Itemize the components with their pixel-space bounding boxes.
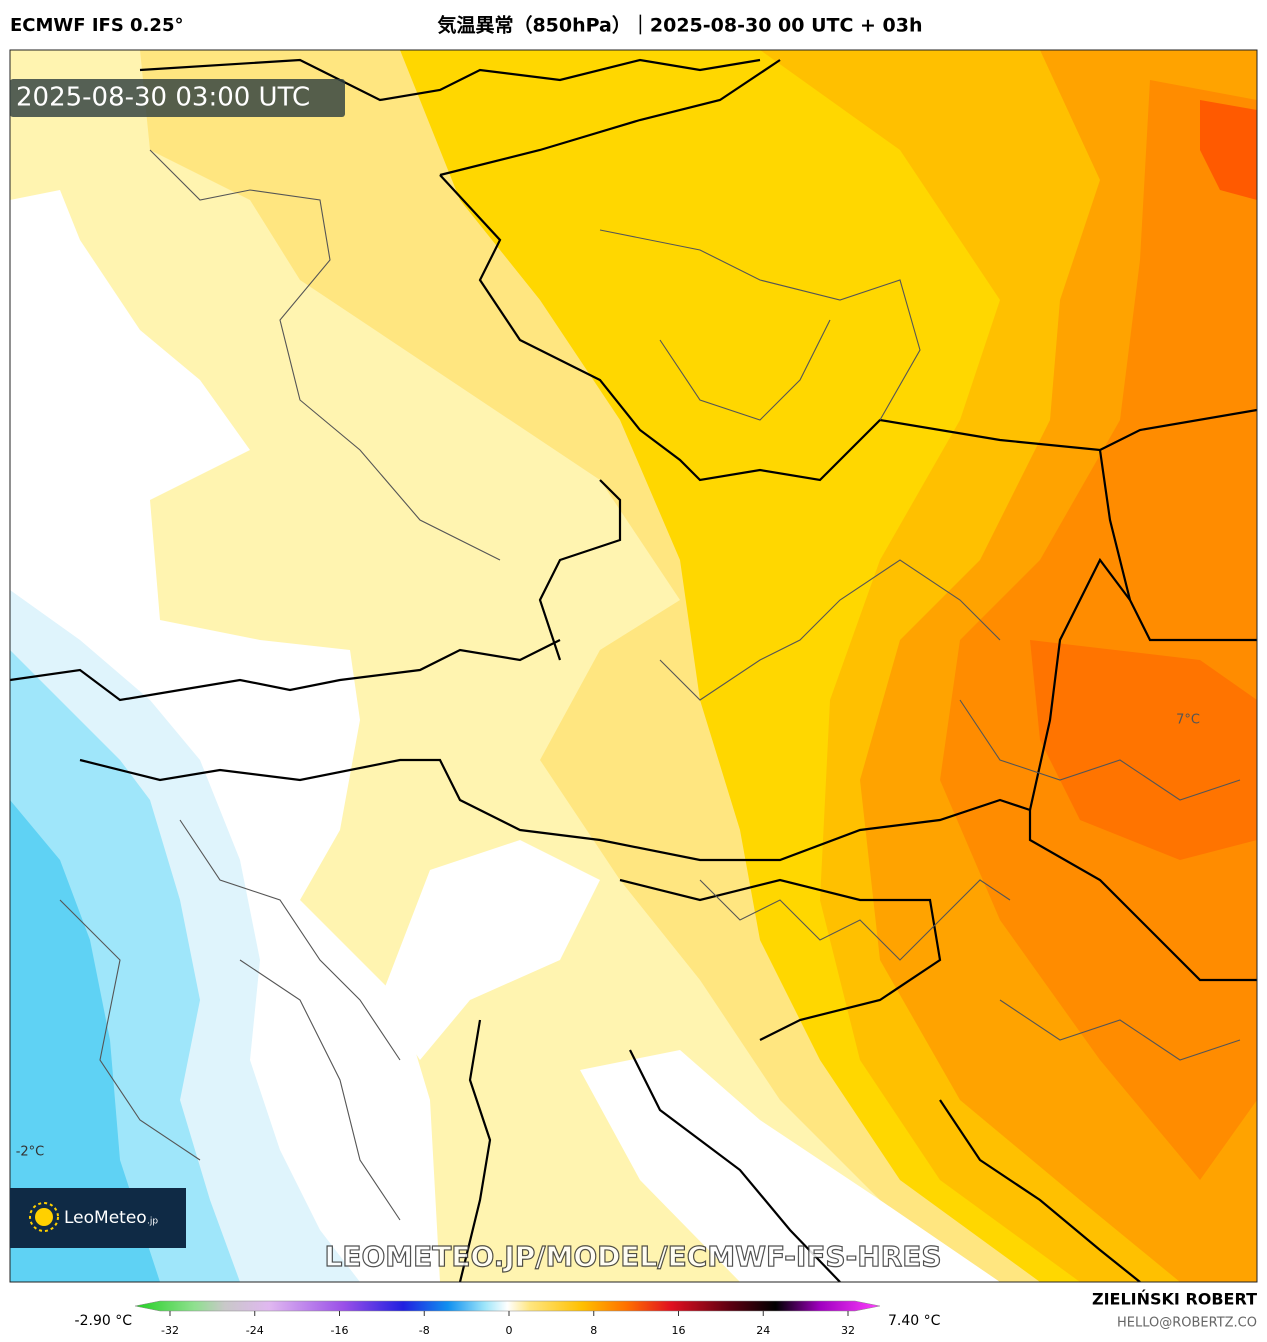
logo-sun xyxy=(35,1208,53,1226)
colorbar-ticks: -32 -24 -16 -8 0 8 16 24 32 xyxy=(161,1311,855,1337)
logo-suffix: .jp xyxy=(147,1217,158,1227)
author: ZIELIŃSKI ROBERT xyxy=(1092,1290,1257,1309)
colorbar xyxy=(134,1300,881,1312)
colorbar-tick-label: -16 xyxy=(331,1324,349,1337)
max-label: 7°C xyxy=(1176,713,1200,728)
peak-zone-north xyxy=(1200,100,1257,200)
map-title: 気温異常（850hPa）｜2025-08-30 00 UTC + 03h xyxy=(437,14,922,37)
colorbar-tick-label: 32 xyxy=(841,1324,855,1337)
colorbar-tick-label: -8 xyxy=(419,1324,430,1337)
colorbar-tick-label: 16 xyxy=(672,1324,686,1337)
very-hot-zone xyxy=(940,80,1257,1180)
min-label: -2°C xyxy=(16,1145,45,1160)
timestamp: 2025-08-30 03:00 UTC xyxy=(16,83,310,113)
colorbar-tick-label: 8 xyxy=(590,1324,597,1337)
colorbar-max: 7.40 °C xyxy=(888,1313,941,1329)
watermark: LEOMETEO.JP/MODEL/ECMWF-IFS-HRES xyxy=(324,1240,941,1273)
neutral-sea xyxy=(580,1050,1020,1282)
map-frame xyxy=(9,49,1258,1283)
timestamp-box xyxy=(10,79,345,117)
neutral-patch xyxy=(380,840,600,1060)
colorbar-tick-label: 0 xyxy=(506,1324,513,1337)
logo-name: LeoMeteo xyxy=(64,1208,147,1228)
colorbar-min: -2.90 °C xyxy=(75,1313,133,1329)
map: 7°C -2°C LEOMETEO.JP/MODEL/ECMWF-IFS-HRE… xyxy=(10,50,1257,1282)
email: HELLO@ROBERTZ.CO xyxy=(1117,1316,1257,1331)
region-borders xyxy=(59,149,1241,1221)
colorbar-tick-label: 24 xyxy=(756,1324,770,1337)
model-name: ECMWF IFS 0.25° xyxy=(10,15,183,36)
colder-zone xyxy=(10,800,160,1282)
logo-rays xyxy=(29,1202,59,1232)
peak-zone xyxy=(1030,640,1257,860)
colorbar-tick-label: -24 xyxy=(246,1324,264,1337)
colorbar-tick-label: -32 xyxy=(161,1324,179,1337)
country-borders xyxy=(10,58,1257,1282)
